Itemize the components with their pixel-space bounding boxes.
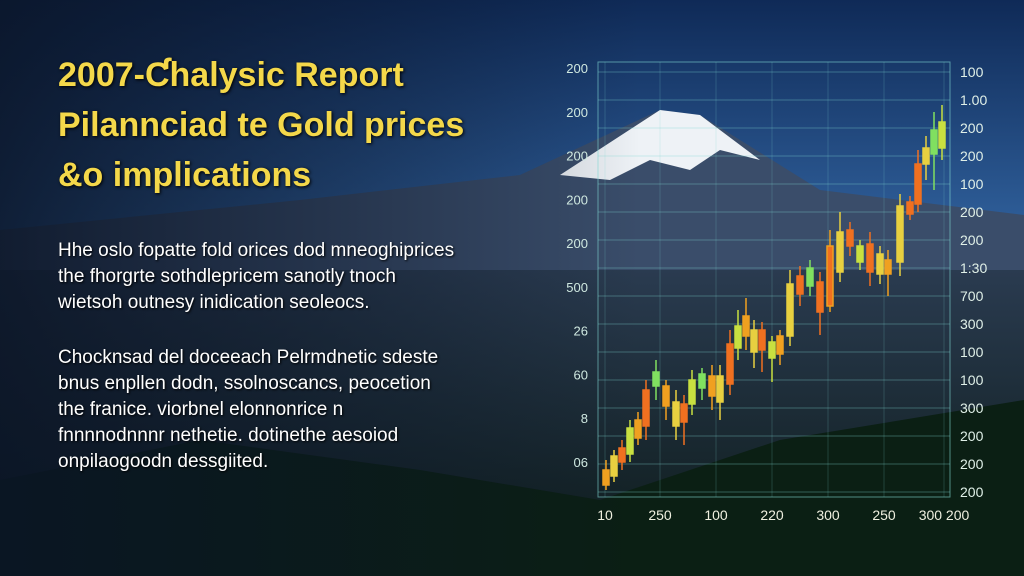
text-line: onpilaogoodn dessgiited.	[58, 451, 269, 472]
right-axis-label: 300	[960, 400, 984, 416]
right-axis-label: 200	[960, 120, 984, 136]
right-axis-label: 200	[960, 428, 984, 444]
text-line: bnus enpllen dodn, ssolnoscancs, peoceti…	[58, 373, 431, 394]
text-line: the fhorgrte sothdlepricem sanotly tnoch	[58, 266, 396, 287]
left-axis-label: 200	[566, 236, 588, 251]
right-axis-label: 200	[960, 232, 984, 248]
paragraph: Hhe oslo fopatte fold orices dod mneoghi…	[58, 238, 454, 316]
right-axis-label: 100	[960, 372, 984, 388]
text-line: fnnnnodnnnr nethetie. dotinethe aesoiod	[58, 425, 399, 446]
bottom-axis-label: 300 200	[919, 507, 970, 523]
left-axis-label: 500	[566, 280, 588, 295]
right-axis-label: 200	[960, 484, 984, 500]
right-axis-label: 300	[960, 316, 984, 332]
left-axis-label: 8	[581, 411, 588, 426]
title-line: 2007-Ƈhalysic Report	[58, 56, 404, 94]
bottom-axis-label: 250	[872, 507, 896, 523]
text-line: the franice. viorbnel elonnonrice n	[58, 399, 344, 420]
left-axis-label: 06	[574, 455, 588, 470]
right-axis-label: 200	[960, 204, 984, 220]
right-axis-label: 200	[960, 148, 984, 164]
left-axis-label: 200	[566, 192, 588, 207]
right-axis-label: 100	[960, 344, 984, 360]
right-axis-label: 100	[960, 64, 984, 80]
candles	[602, 105, 946, 490]
title-line: &o implications	[58, 156, 312, 194]
right-axis-label: 700	[960, 288, 984, 304]
title-line: Pilannciad te Gold prices	[58, 106, 465, 144]
bottom-axis-label: 250	[648, 507, 672, 523]
left-axis-label: 200	[566, 149, 588, 164]
right-axis-label: 1.00	[960, 92, 987, 108]
left-axis-label: 60	[574, 367, 588, 382]
bottom-axis-label: 300	[816, 507, 840, 523]
chart-frame	[597, 61, 951, 498]
text-line: Hhe oslo fopatte fold orices dod mneoghi…	[58, 240, 455, 261]
right-axis-label: 100	[960, 176, 984, 192]
bottom-axis-label: 220	[760, 507, 784, 523]
left-axis-label: 26	[574, 324, 588, 339]
paragraph: Chocknsad del doceeach Pelrmdnetic sdest…	[58, 345, 438, 475]
left-axis-label: 200	[566, 61, 588, 76]
text-line: wietsoh outnesy inidication seoleocs.	[58, 292, 370, 313]
title: 2007-Ƈhalysic Report Pilannciad te Gold …	[58, 50, 464, 200]
text-line: Chocknsad del doceeach Pelrmdnetic sdest…	[58, 347, 439, 368]
bottom-axis-label: 10	[597, 507, 613, 523]
bottom-axis-label: 100	[704, 507, 728, 523]
left-axis-label: 200	[566, 105, 588, 120]
right-axis-label: 1:30	[960, 260, 987, 276]
right-axis-label: 200	[960, 456, 984, 472]
